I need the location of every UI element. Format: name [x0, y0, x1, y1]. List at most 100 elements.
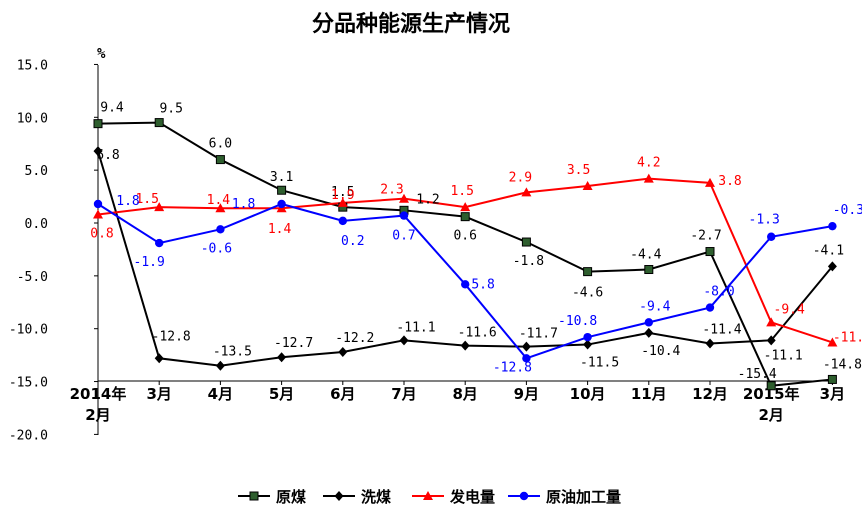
data-point [461, 280, 470, 289]
data-label: -11.1 [396, 320, 435, 335]
data-label: -11.4 [702, 322, 741, 337]
chart-title: 分品种能源生产情况 [312, 11, 510, 37]
data-label: -10.4 [641, 344, 680, 359]
data-point [705, 303, 715, 312]
data-point [338, 216, 347, 226]
data-label: -4.6 [572, 286, 603, 301]
data-point [155, 238, 164, 248]
x-tick-label: 7月 [391, 385, 416, 403]
data-point [215, 203, 226, 213]
data-point [583, 332, 592, 342]
data-point [334, 491, 344, 501]
data-label: -1.8 [513, 254, 544, 269]
y-tick-label: -15.0 [9, 376, 48, 391]
data-label: 9.5 [159, 102, 182, 117]
data-label: -11.3 [833, 330, 862, 345]
data-point [154, 353, 164, 364]
data-label: 0.2 [341, 234, 364, 249]
data-label: -5.8 [464, 277, 495, 292]
data-label: 9.4 [100, 101, 124, 116]
y-tick-label: 5.0 [25, 164, 48, 179]
data-point [827, 261, 837, 272]
data-label: 1.4 [268, 222, 292, 237]
data-point [460, 340, 470, 351]
data-label: 4.2 [637, 156, 660, 171]
data-point [583, 267, 593, 277]
y-tick-label: 15.0 [17, 58, 48, 73]
x-tick-label: 3月 [820, 385, 845, 403]
data-point [399, 193, 409, 203]
data-label: -12.7 [274, 336, 313, 351]
data-label: 1.5 [135, 192, 158, 207]
data-label: 1.5 [450, 184, 473, 199]
data-point [93, 199, 103, 209]
data-point [705, 338, 715, 349]
data-label: 1.4 [207, 193, 231, 208]
data-point [766, 335, 776, 346]
data-point [277, 185, 287, 195]
data-label: -11.6 [458, 326, 497, 341]
x-tick-label: 11月 [631, 385, 667, 403]
data-label: 3.5 [567, 163, 590, 178]
x-tick-label: 6月 [330, 385, 355, 403]
legend-label: 原油加工量 [546, 488, 621, 506]
x-tick-label: 5月 [269, 385, 294, 403]
data-label: -4.4 [630, 248, 661, 263]
data-label: 0.7 [392, 229, 415, 244]
x-tick-label: 3月 [146, 385, 171, 403]
data-label: 1.8 [232, 197, 255, 212]
data-label: -9.4 [639, 299, 670, 314]
data-point [249, 491, 259, 501]
data-label: -4.1 [813, 243, 844, 258]
data-point [827, 337, 838, 347]
data-point [521, 237, 531, 247]
data-label: -13.5 [213, 345, 252, 360]
data-point [399, 211, 409, 220]
data-point [399, 335, 409, 346]
data-label: 0.6 [453, 229, 476, 244]
data-label: 3.1 [270, 170, 293, 185]
data-point [154, 118, 164, 128]
data-label: -9.4 [774, 302, 805, 317]
x-tick-label: 8月 [452, 385, 477, 403]
data-label: -0.3 [833, 203, 862, 218]
x-tick-label: 12月 [692, 385, 728, 403]
data-point [827, 374, 837, 384]
data-label: 2.3 [380, 183, 403, 198]
data-label: -11.7 [519, 327, 558, 342]
legend-label: 洗煤 [361, 488, 391, 506]
data-label: -15.4 [738, 367, 777, 382]
data-label: -1.9 [134, 255, 165, 270]
data-label: 1.5 [331, 185, 354, 200]
data-label: -12.8 [152, 329, 191, 344]
data-label: 1.2 [416, 192, 439, 207]
x-tick-label: 4月 [208, 385, 233, 403]
data-label: -12.8 [493, 360, 532, 375]
data-label: -10.8 [558, 314, 597, 329]
data-label: -2.7 [690, 229, 721, 244]
data-point [216, 225, 225, 234]
data-point [521, 341, 531, 352]
data-point [582, 181, 593, 191]
data-point [519, 491, 529, 501]
data-point [767, 232, 776, 241]
data-label: 6.8 [96, 148, 119, 163]
x-tick-label: 2015年 [743, 385, 800, 403]
data-point [277, 199, 286, 209]
y-tick-label: 0.0 [25, 217, 48, 232]
y-tick-label: 10.0 [17, 111, 48, 126]
data-point [705, 247, 715, 257]
data-label: 3.8 [718, 174, 741, 189]
data-point [93, 209, 103, 219]
data-point [215, 155, 225, 165]
data-point [828, 221, 837, 231]
data-label: -12.2 [335, 331, 374, 346]
y-axis-unit: % [97, 46, 106, 62]
data-point [705, 177, 715, 187]
data-label: -14.8 [823, 357, 862, 372]
x-tick-label: 9月 [514, 385, 539, 403]
data-label: -1.3 [749, 213, 780, 228]
data-point [460, 212, 470, 222]
legend-label: 发电量 [449, 488, 495, 506]
